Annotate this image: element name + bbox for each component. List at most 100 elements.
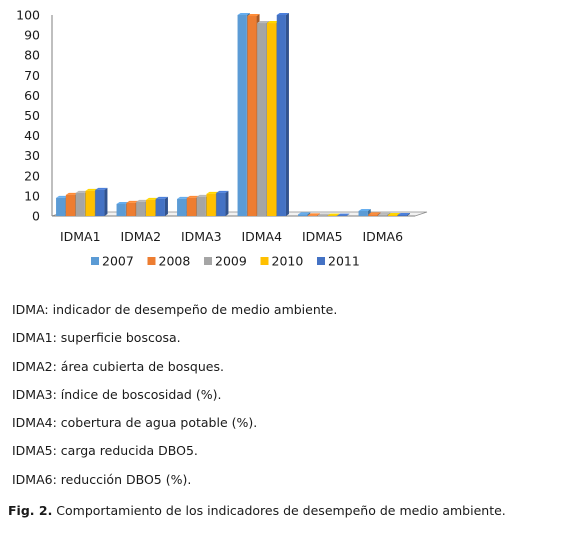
bar-front [387, 214, 398, 216]
bar-front [155, 198, 165, 216]
bar-top [116, 201, 129, 204]
bar-front [116, 203, 126, 216]
bar-top [397, 212, 410, 215]
legend-label: 2008 [159, 254, 191, 269]
legend: 2007 2008 2009 2010 2011 [91, 254, 360, 269]
bar-top [186, 195, 200, 198]
bar-top [257, 21, 270, 24]
bar-front [397, 214, 407, 216]
legend-label: 2009 [215, 254, 247, 269]
bar-top [177, 196, 190, 199]
y-tick-label: 10 [24, 188, 40, 203]
legend-swatch [91, 257, 99, 265]
legend-label: 2011 [328, 254, 360, 269]
legend-swatch [147, 257, 156, 265]
bar-top [247, 14, 260, 17]
bar-side [104, 187, 108, 216]
bar-top [206, 191, 219, 194]
bar-front [85, 190, 95, 216]
caption-text: Comportamiento de los indicadores de des… [52, 503, 506, 518]
note-idma4: IDMA4: cobertura de agua potable (%). [12, 415, 258, 431]
y-tick-label: 0 [32, 209, 40, 224]
y-tick-label: 40 [24, 128, 40, 143]
bar-front [247, 16, 257, 216]
caption-label: Fig. 2. [8, 503, 53, 518]
bar-side [346, 213, 350, 216]
bar-front [206, 193, 216, 216]
notes: IDMA: indicador de desempeño de medio am… [12, 296, 337, 494]
bar-front [177, 198, 187, 216]
bar-front [75, 192, 85, 216]
y-tick-label: 90 [24, 28, 40, 43]
bar-front [56, 197, 66, 216]
bar-top [327, 213, 340, 216]
legend-label: 2007 [102, 254, 134, 269]
bar-front [298, 214, 308, 216]
bar-top [155, 196, 168, 199]
bar [307, 213, 321, 216]
bar-front [136, 201, 146, 216]
x-tick-label: IDMA1 [60, 229, 101, 244]
bar-top [358, 208, 371, 211]
bar-side [164, 196, 168, 216]
bar [397, 212, 410, 216]
bar-top [387, 212, 401, 215]
bars [56, 13, 410, 216]
bar-front [216, 192, 226, 216]
legend-swatch [204, 257, 212, 265]
bar-front [237, 15, 247, 216]
bar [216, 190, 229, 216]
bar-front [257, 23, 267, 216]
note-idma3: IDMA3: índice de boscosidad (%). [12, 386, 222, 402]
bar-front [196, 196, 206, 216]
x-tick-label: IDMA4 [241, 229, 282, 244]
note-idma1: IDMA1: superficie boscosa. [12, 330, 181, 346]
bar [337, 213, 350, 216]
bar-top [95, 187, 108, 190]
bar-top [276, 13, 289, 15]
bar [317, 213, 330, 216]
bar-top [216, 190, 229, 193]
legend-swatch [317, 257, 325, 265]
x-tick-label: IDMA2 [120, 229, 161, 244]
bar-top [196, 194, 209, 197]
x-axis: IDMA1 IDMA2 IDMA3 IDMA4 IDMA5 IDMA6 [60, 229, 403, 244]
y-tick-label: 30 [24, 148, 40, 163]
figure-caption: Fig. 2. Comportamiento de los indicadore… [8, 503, 506, 518]
bar-front [126, 202, 136, 216]
y-tick-label: 70 [24, 68, 40, 83]
bar-top [75, 190, 88, 193]
bar [298, 212, 311, 216]
bar-side [326, 213, 330, 216]
bar-front [266, 23, 277, 216]
note-idma2: IDMA2: área cubierta de bosques. [12, 358, 224, 374]
bar-top [337, 213, 350, 216]
bar-side [317, 213, 321, 216]
bar-side [225, 190, 229, 216]
y-tick-label: 100 [16, 8, 40, 23]
y-tick-label: 60 [24, 88, 40, 103]
note-idma5: IDMA5: carga reducida DBO5. [12, 443, 198, 459]
bar-top [307, 213, 321, 216]
x-tick-label: IDMA3 [181, 229, 222, 244]
bar [276, 13, 289, 216]
bar-top [56, 195, 69, 198]
y-tick-label: 80 [24, 48, 40, 63]
bar [155, 196, 168, 216]
bar-front [95, 189, 105, 216]
bar-top [85, 188, 98, 191]
bar-top [298, 212, 311, 215]
legend-label: 2010 [272, 254, 304, 269]
y-axis: 0 10 20 30 40 50 60 70 80 90 100 [16, 8, 53, 224]
legend-swatch [260, 257, 269, 265]
bar-side [336, 213, 340, 216]
bar-top [378, 212, 391, 215]
y-tick-label: 50 [24, 108, 40, 123]
bar-side [406, 212, 410, 216]
bar-side [285, 13, 289, 216]
bar-front [378, 214, 388, 216]
bar-top [65, 192, 79, 195]
bar-top [368, 212, 381, 215]
bar-side [307, 212, 311, 216]
